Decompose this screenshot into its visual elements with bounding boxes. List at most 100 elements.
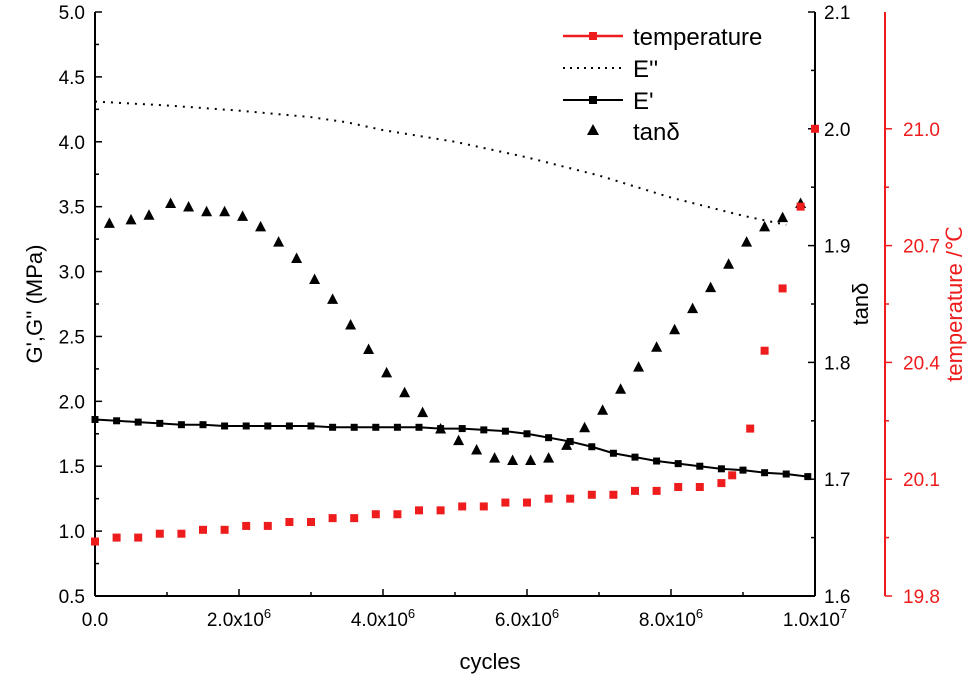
e-prime-point bbox=[696, 462, 704, 470]
e-prime-line bbox=[94, 418, 808, 478]
tan-delta-point bbox=[507, 454, 519, 466]
x-tick-label: 2.0x106 bbox=[207, 606, 271, 631]
e-prime-point bbox=[415, 423, 423, 431]
e-prime-point bbox=[329, 423, 337, 431]
x-tick-label: 4.0x106 bbox=[351, 606, 415, 631]
temperature-point bbox=[220, 525, 229, 534]
left-tick-label: 1.5 bbox=[59, 457, 85, 478]
temperature-point bbox=[479, 502, 488, 511]
tan-delta-point bbox=[651, 341, 663, 352]
temperature-point bbox=[796, 202, 805, 211]
left-tick-label: 3.0 bbox=[59, 263, 85, 284]
left-tick-label: 4.5 bbox=[59, 68, 85, 89]
tan-tick-label: 1.7 bbox=[824, 470, 850, 491]
tan-delta-point bbox=[705, 281, 717, 293]
tan-delta-point bbox=[489, 452, 501, 463]
left-tick-label: 1.0 bbox=[59, 522, 85, 543]
tan-delta-point bbox=[417, 406, 429, 418]
e-prime-point bbox=[501, 427, 509, 435]
left-axis-title: G',G'' (MPa) bbox=[22, 245, 47, 364]
legend-temperature-marker bbox=[589, 32, 597, 40]
e-prime-point bbox=[393, 423, 401, 431]
tan-delta-point bbox=[363, 343, 375, 355]
tan-delta-point bbox=[669, 323, 681, 335]
temperature-point bbox=[811, 124, 819, 133]
e-prime-point bbox=[113, 417, 121, 425]
temperature-point bbox=[371, 510, 380, 519]
tan-delta-point bbox=[471, 444, 483, 455]
tan-delta-point bbox=[125, 213, 137, 225]
left-tick-label: 0.5 bbox=[59, 587, 85, 608]
temperature-point bbox=[91, 537, 99, 546]
e-prime-point bbox=[545, 434, 553, 442]
axes: 0.0 2.0x106 4.0x106 6.0x106 8.0x106 1.0x107 0.… bbox=[59, 3, 941, 631]
temperature-point bbox=[285, 518, 294, 527]
temperature-point bbox=[778, 284, 787, 293]
tan-tick-label: 1.8 bbox=[824, 353, 850, 374]
temp-tick-label: 19.8 bbox=[903, 587, 940, 608]
tan-delta-point bbox=[237, 210, 249, 221]
legend-tan-delta-marker bbox=[587, 124, 599, 135]
e-prime-point bbox=[264, 422, 272, 430]
left-tick-label: 2.0 bbox=[59, 392, 85, 413]
temperature-point bbox=[155, 529, 164, 538]
tan-delta-point bbox=[183, 201, 195, 212]
tan-delta-point bbox=[741, 236, 753, 247]
temperature-point bbox=[566, 494, 575, 503]
temperature-point bbox=[112, 533, 121, 542]
tan-delta-point bbox=[777, 211, 789, 223]
series-layer bbox=[91, 100, 819, 546]
tan-delta-point bbox=[453, 434, 465, 446]
tan-delta-point bbox=[327, 293, 339, 304]
e-prime-point bbox=[588, 443, 596, 451]
tan-delta-point bbox=[525, 454, 537, 466]
tan-delta-point bbox=[273, 236, 285, 247]
tan-delta-point bbox=[255, 220, 267, 232]
e-prime-point bbox=[782, 470, 790, 478]
tan-delta-point bbox=[103, 217, 115, 228]
e-double-prime-line bbox=[94, 100, 787, 226]
temperature-point bbox=[523, 498, 531, 507]
temperature-point bbox=[609, 490, 618, 499]
e-prime-point bbox=[350, 423, 358, 431]
e-prime-point bbox=[372, 423, 380, 431]
e-prime-point bbox=[156, 419, 164, 427]
e-prime-point bbox=[761, 469, 769, 477]
e-prime-point bbox=[566, 438, 574, 446]
x-axis-title: cycles bbox=[459, 649, 520, 674]
tan-delta-point bbox=[309, 273, 321, 284]
temperature-point bbox=[307, 518, 315, 527]
tan-delta-point bbox=[633, 361, 645, 372]
tan-delta-point bbox=[561, 439, 573, 450]
left-tick-label: 2.5 bbox=[59, 327, 85, 348]
e-prime-point bbox=[134, 418, 142, 426]
temperature-point bbox=[350, 514, 359, 523]
left-tick-label: 5.0 bbox=[59, 3, 85, 24]
e-prime-point bbox=[221, 422, 229, 430]
x-tick-label: 1.0x107 bbox=[783, 606, 847, 631]
e-prime-point bbox=[91, 416, 99, 424]
e-prime-point bbox=[674, 460, 682, 468]
legend-e-prime-marker bbox=[589, 96, 597, 104]
tan-delta-point bbox=[435, 422, 447, 434]
tan-delta-point bbox=[597, 404, 609, 415]
temperature-point bbox=[242, 521, 251, 530]
tan-delta-point bbox=[381, 366, 393, 378]
x-tick-label: 0.0 bbox=[82, 610, 108, 631]
tan-delta-point bbox=[165, 197, 177, 209]
tan-delta-point bbox=[579, 421, 591, 433]
tan-tick-label: 2.1 bbox=[824, 3, 850, 24]
e-prime-point bbox=[653, 457, 661, 465]
temperature-point bbox=[652, 486, 661, 495]
tan-delta-point bbox=[291, 252, 303, 263]
tan-delta-point bbox=[723, 258, 735, 269]
e-prime-point bbox=[631, 453, 639, 461]
tan-delta-point bbox=[615, 383, 627, 394]
e-prime-point bbox=[199, 421, 207, 429]
temp-tick-label: 20.1 bbox=[903, 470, 940, 491]
e-prime-point bbox=[804, 473, 812, 481]
e-prime-point bbox=[458, 425, 466, 433]
tan-delta-point bbox=[543, 452, 555, 463]
temp-tick-label: 20.7 bbox=[903, 237, 940, 258]
